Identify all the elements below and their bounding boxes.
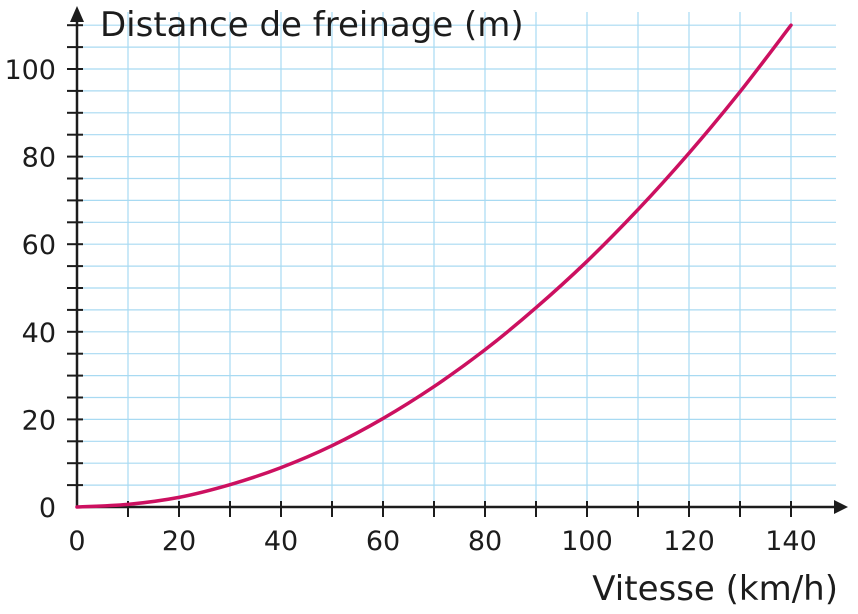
grid [77, 12, 836, 507]
y-tick-label: 40 [22, 318, 56, 349]
y-axis-arrow [70, 6, 84, 22]
y-axis-title: Distance de freinage (m) [100, 5, 524, 45]
y-tick-label: 20 [22, 405, 56, 436]
x-axis-arrow [834, 500, 848, 514]
tick-labels: 0 20 40 60 80 100 120 140 0 20 40 60 80 100 [4, 55, 816, 557]
x-tick-label: 40 [264, 526, 298, 557]
x-tick-label: 20 [162, 526, 196, 557]
x-axis-title: Vitesse (km/h) [592, 569, 838, 609]
x-tick-label: 140 [765, 526, 817, 557]
x-tick-label: 80 [468, 526, 502, 557]
axes [70, 6, 848, 514]
y-tick-label: 60 [22, 230, 56, 261]
x-tick-label: 100 [561, 526, 613, 557]
braking-distance-curve [75, 23, 793, 509]
x-tick-label: 0 [68, 526, 85, 557]
series-group [75, 23, 793, 509]
x-tick-label: 120 [663, 526, 715, 557]
y-tick-label: 80 [22, 143, 56, 174]
ticks [67, 24, 792, 517]
y-tick-label: 0 [39, 493, 56, 524]
x-tick-label: 60 [366, 526, 400, 557]
y-tick-label: 100 [4, 55, 56, 86]
